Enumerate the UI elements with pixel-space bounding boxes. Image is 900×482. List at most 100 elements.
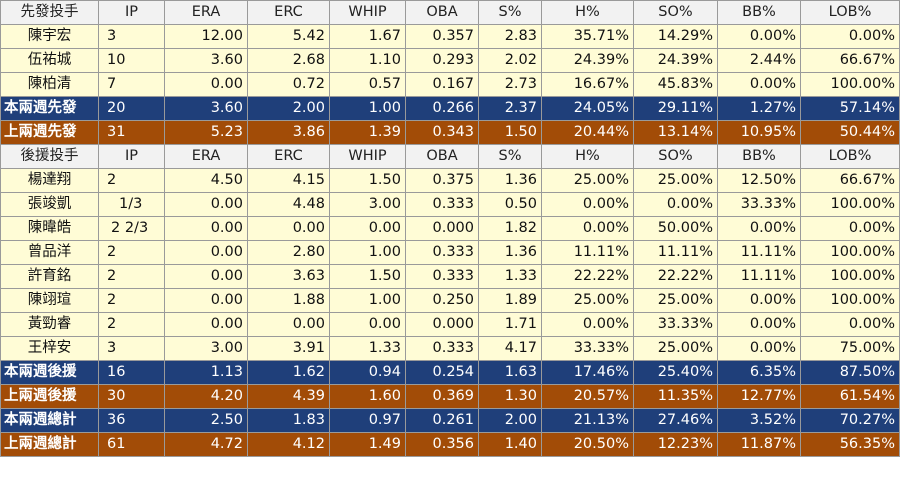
stat-era: 4.50 [164,168,248,193]
stat-oba: 0.356 [405,432,479,457]
stat-ip: 10 [98,48,165,73]
reliever-row: 王梓安 3 3.00 3.91 1.33 0.333 4.17 33.33% 2… [0,336,900,361]
stat-whip: 1.10 [329,48,406,73]
pitcher-name: 伍祐城 [0,48,99,73]
stat-erc: 4.15 [247,168,330,193]
stat-bb-pct: 33.33% [717,192,801,217]
col-header-h-pct: H% [541,0,634,25]
stat-oba: 0.167 [405,72,479,97]
stat-whip: 0.94 [329,360,406,385]
col-header-ip: IP [98,0,165,25]
stat-s-pct: 1.36 [478,168,542,193]
stat-lob-pct: 75.00% [800,336,900,361]
stat-lob-pct: 0.00% [800,24,900,49]
stat-so-pct: 45.83% [633,72,718,97]
stat-so-pct: 50.00% [633,216,718,241]
stat-era: 3.60 [164,48,248,73]
stat-so-pct: 11.35% [633,384,718,409]
summary-label: 上兩週後援 [0,384,99,409]
stat-oba: 0.250 [405,288,479,313]
section-title-relievers: 後援投手 [0,144,99,169]
summary-label: 上兩週總計 [0,432,99,457]
stat-era: 0.00 [164,192,248,217]
stat-h-pct: 21.13% [541,408,634,433]
stat-era: 0.00 [164,240,248,265]
stat-whip: 1.49 [329,432,406,457]
stat-lob-pct: 70.27% [800,408,900,433]
col-header-erc: ERC [247,144,330,169]
stat-era: 12.00 [164,24,248,49]
col-header-whip: WHIP [329,0,406,25]
stat-whip: 1.50 [329,168,406,193]
stat-h-pct: 16.67% [541,72,634,97]
stat-h-pct: 25.00% [541,168,634,193]
summary-label: 上兩週先發 [0,120,99,145]
col-header-ip: IP [98,144,165,169]
col-header-lob-pct: LOB% [800,144,900,169]
stat-ip: 2 [98,288,165,313]
stat-s-pct: 0.50 [478,192,542,217]
stat-so-pct: 0.00% [633,192,718,217]
stat-so-pct: 29.11% [633,96,718,121]
stat-bb-pct: 0.00% [717,24,801,49]
stat-era: 0.00 [164,216,248,241]
summary-label: 本兩週先發 [0,96,99,121]
stat-so-pct: 27.46% [633,408,718,433]
stat-oba: 0.375 [405,168,479,193]
col-header-erc: ERC [247,0,330,25]
stat-so-pct: 24.39% [633,48,718,73]
col-header-bb-pct: BB% [717,144,801,169]
starter-row: 伍祐城 10 3.60 2.68 1.10 0.293 2.02 24.39% … [0,48,900,73]
stat-s-pct: 2.37 [478,96,542,121]
stat-era: 0.00 [164,264,248,289]
pitcher-name: 張竣凱 [0,192,99,217]
stat-bb-pct: 0.00% [717,336,801,361]
stat-s-pct: 2.02 [478,48,542,73]
stat-bb-pct: 11.11% [717,264,801,289]
stat-s-pct: 1.71 [478,312,542,337]
stat-whip: 1.39 [329,120,406,145]
stat-ip: 36 [98,408,165,433]
pitcher-name: 陳翊瑄 [0,288,99,313]
stat-whip: 0.57 [329,72,406,97]
totals-last-two-weeks-row: 上兩週總計 61 4.72 4.12 1.49 0.356 1.40 20.50… [0,432,900,457]
stat-ip: 3 [98,336,165,361]
stat-lob-pct: 100.00% [800,72,900,97]
relievers-this-two-weeks-row: 本兩週後援 16 1.13 1.62 0.94 0.254 1.63 17.46… [0,360,900,385]
stat-whip: 0.00 [329,216,406,241]
stat-whip: 1.00 [329,96,406,121]
stat-oba: 0.343 [405,120,479,145]
stat-erc: 4.48 [247,192,330,217]
stat-whip: 1.00 [329,240,406,265]
stat-erc: 0.00 [247,216,330,241]
stat-h-pct: 33.33% [541,336,634,361]
stat-ip: 30 [98,384,165,409]
stat-oba: 0.333 [405,240,479,265]
reliever-row: 黃勁睿 2 0.00 0.00 0.00 0.000 1.71 0.00% 33… [0,312,900,337]
stat-oba: 0.333 [405,192,479,217]
pitcher-name: 許育銘 [0,264,99,289]
stat-erc: 1.62 [247,360,330,385]
stat-h-pct: 25.00% [541,288,634,313]
stat-whip: 1.00 [329,288,406,313]
stat-lob-pct: 61.54% [800,384,900,409]
stat-whip: 3.00 [329,192,406,217]
relievers-header-row: 後援投手 IP ERA ERC WHIP OBA S% H% SO% BB% L… [0,144,900,169]
stat-s-pct: 2.83 [478,24,542,49]
stat-whip: 1.67 [329,24,406,49]
stat-h-pct: 22.22% [541,264,634,289]
stat-era: 1.13 [164,360,248,385]
stat-oba: 0.000 [405,216,479,241]
stat-lob-pct: 100.00% [800,288,900,313]
pitcher-name: 楊達翔 [0,168,99,193]
stat-lob-pct: 0.00% [800,312,900,337]
col-header-era: ERA [164,0,248,25]
stat-bb-pct: 2.44% [717,48,801,73]
stat-h-pct: 0.00% [541,312,634,337]
stat-erc: 2.80 [247,240,330,265]
stat-era: 0.00 [164,72,248,97]
stat-bb-pct: 11.11% [717,240,801,265]
section-title-starters: 先發投手 [0,0,99,25]
stat-lob-pct: 57.14% [800,96,900,121]
stat-so-pct: 25.00% [633,288,718,313]
